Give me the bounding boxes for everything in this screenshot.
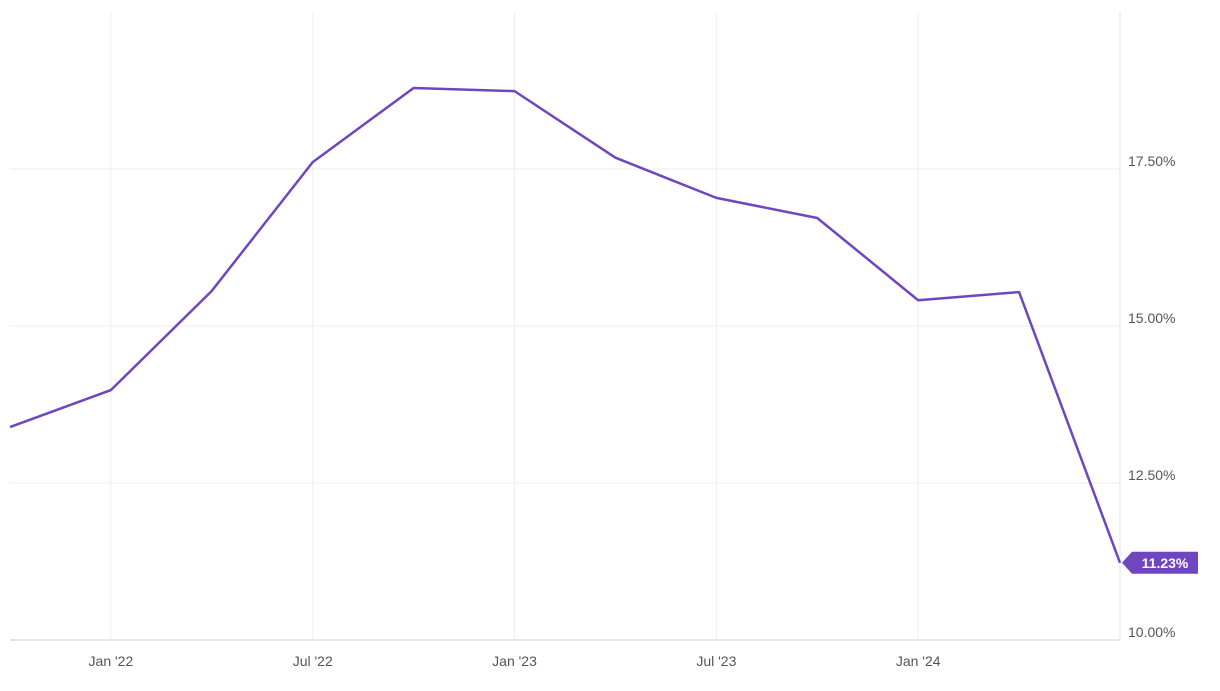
y-tick-label: 12.50% — [1128, 467, 1175, 483]
x-tick-label: Jan '24 — [896, 653, 941, 669]
x-tick-label: Jul '22 — [293, 653, 333, 669]
y-tick-label: 17.50% — [1128, 153, 1175, 169]
data-line — [9, 86, 1122, 564]
value-label: 11.23% — [1142, 555, 1189, 571]
value-tag — [1122, 551, 1198, 574]
x-tick-label: Jan '22 — [89, 653, 134, 669]
x-tick-label: Jan '23 — [492, 653, 537, 669]
y-tick-label: 10.00% — [1128, 624, 1175, 640]
y-tick-label: 15.00% — [1128, 310, 1175, 326]
x-tick-label: Jul '23 — [696, 653, 736, 669]
